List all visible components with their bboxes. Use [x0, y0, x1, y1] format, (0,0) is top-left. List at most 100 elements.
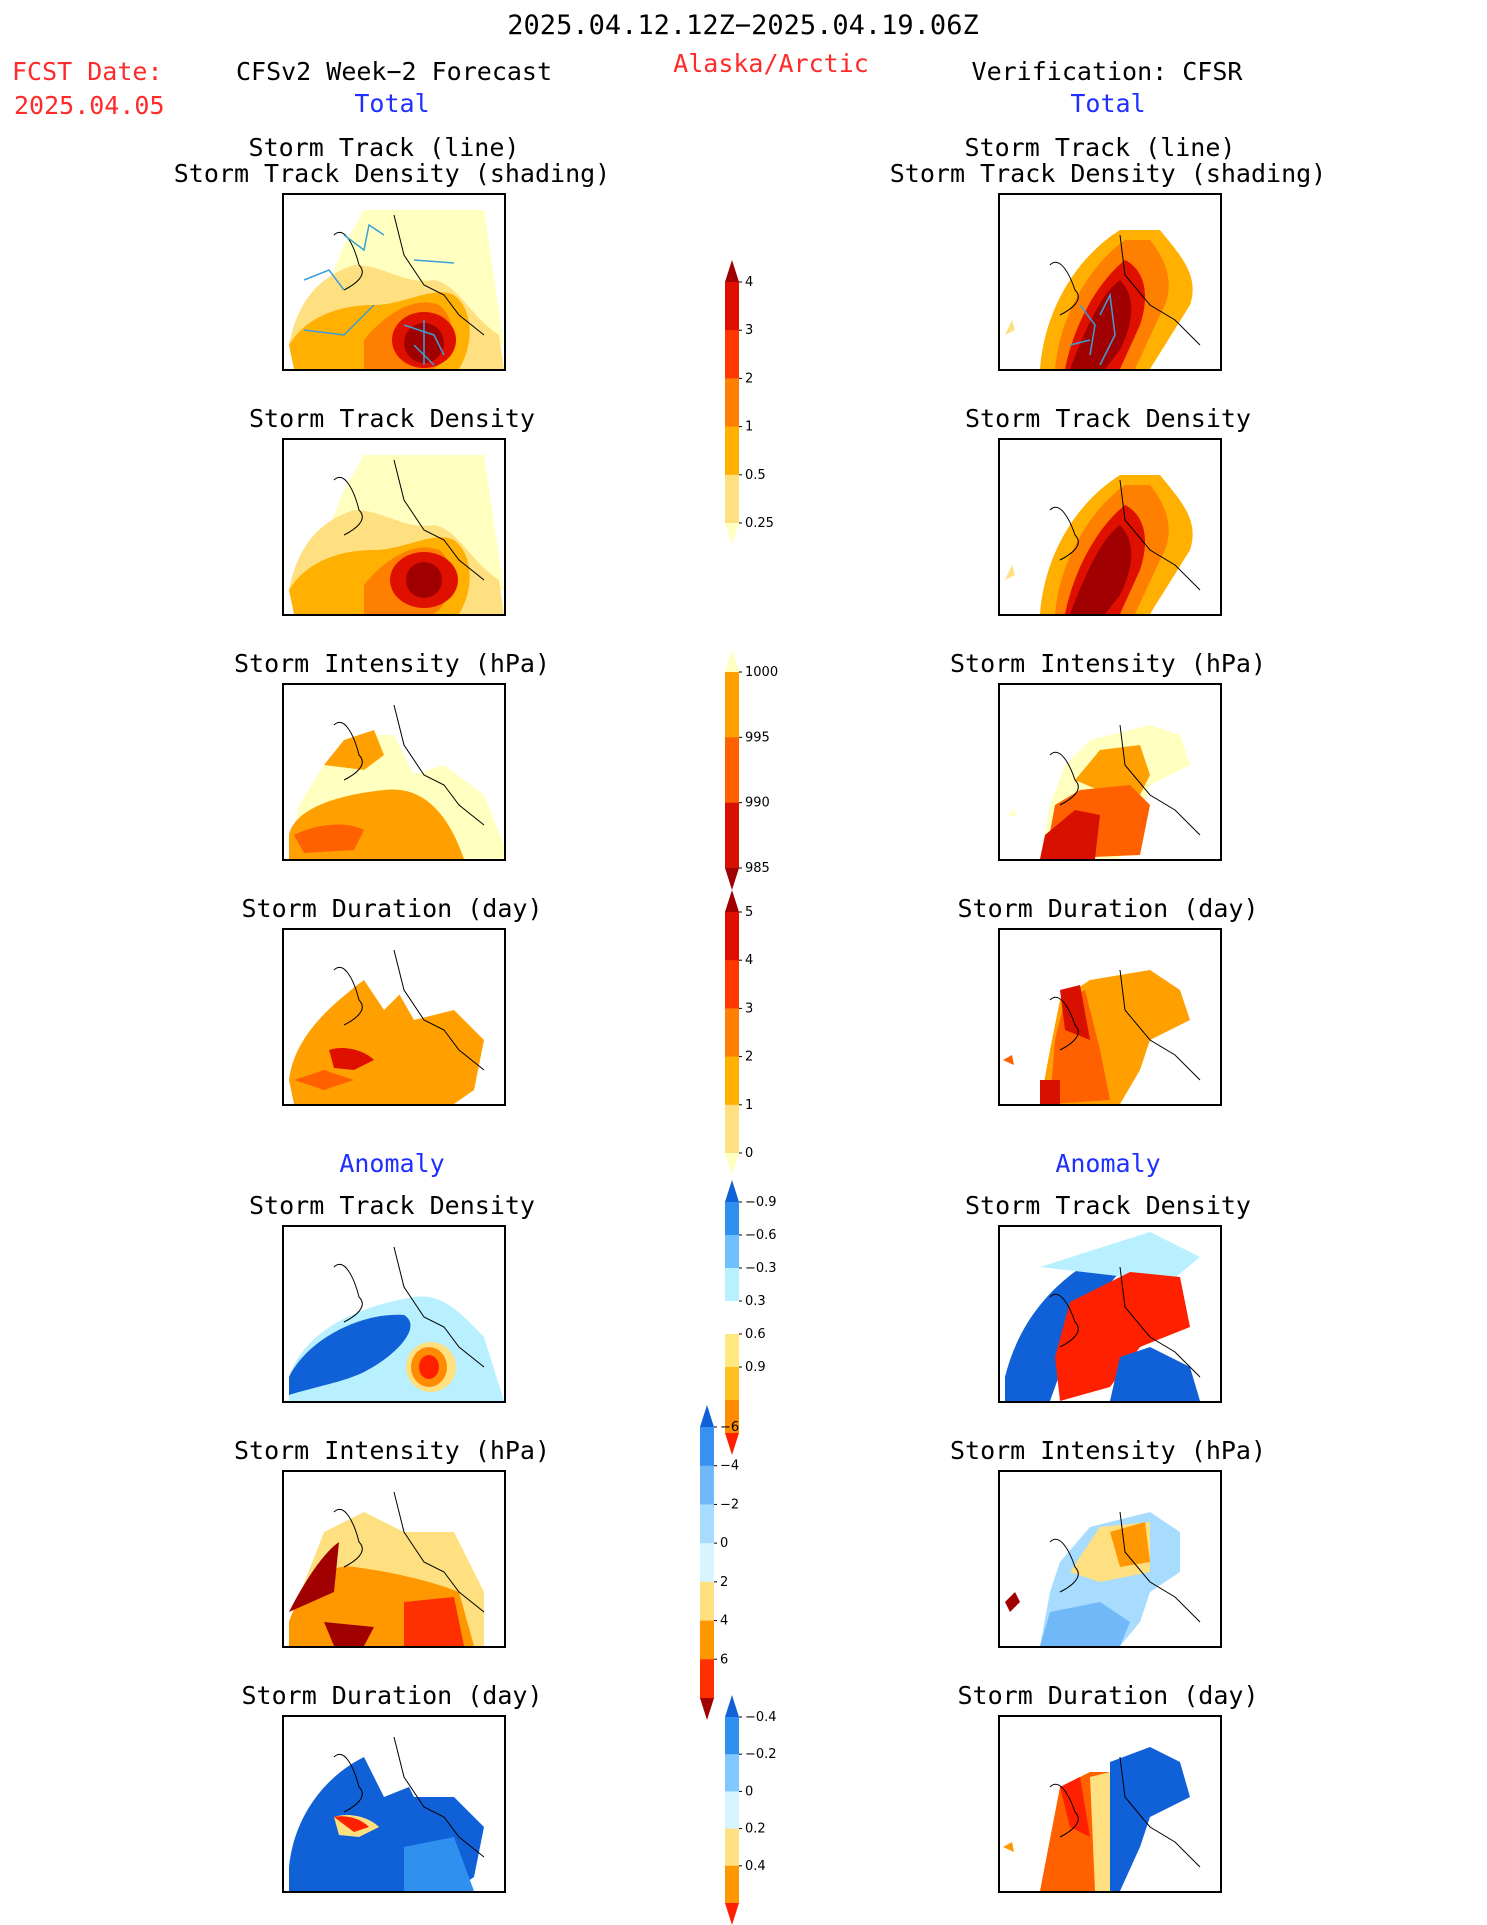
colorbar-top-arrow [700, 1405, 714, 1427]
fc-intensity-map [282, 683, 506, 861]
colorbar-top-arrow [725, 650, 739, 672]
colorbar-tick-label: 990 [745, 796, 770, 811]
colorbar-top-arrow [725, 1695, 739, 1717]
colorbar-segment [725, 737, 739, 804]
colorbar-segment [700, 1427, 714, 1467]
colorbar-tick-label: 0.3 [745, 1294, 766, 1309]
colorbar-bottom-arrow [725, 868, 739, 890]
vf-intensity-map [998, 683, 1222, 861]
fc-anom-duration-title: Storm Duration (day) [241, 1681, 543, 1710]
colorbar-tick-label: 6 [720, 1652, 728, 1667]
colorbar-tick-label: −4 [720, 1459, 739, 1474]
vf-anom-intensity-title: Storm Intensity (hPa) [949, 1436, 1267, 1465]
colorbar-segment [725, 1056, 739, 1106]
colorbar-tick-label: 0.2 [745, 1822, 766, 1837]
colorbar-segment [700, 1543, 714, 1583]
colorbar-tick-label: 0.6 [745, 1327, 766, 1342]
colorbar-top-arrow [725, 1180, 739, 1202]
colorbar-segment [725, 1104, 739, 1154]
colorbar-tick-label: 3 [745, 1001, 753, 1016]
colorbar-segment [700, 1581, 714, 1622]
colorbar-tick-label: 0.4 [745, 1859, 766, 1874]
colorbar-bottom-arrow [725, 1153, 739, 1175]
colorbar-segment [725, 1717, 739, 1755]
vf-density-title: Storm Track Density [965, 404, 1251, 433]
fc-anom-density-title: Storm Track Density [249, 1191, 535, 1220]
colorbar-tick-label: 0.25 [745, 516, 774, 531]
fc-track-shading-title: Storm Track Density (shading) [173, 159, 611, 188]
colorbar-top-arrow [725, 260, 739, 282]
colorbar-segment [725, 378, 739, 428]
colorbar-tick-label: −0.4 [745, 1710, 777, 1725]
colorbar-segment [725, 1367, 739, 1401]
vf-anom-density-title: Storm Track Density [965, 1191, 1251, 1220]
colorbar-segment [725, 1235, 739, 1269]
colorbar-bottom-arrow [700, 1698, 714, 1720]
colorbar-segment [725, 474, 739, 524]
colorbar-tick-label: 4 [720, 1614, 728, 1629]
colorbar-segment [700, 1465, 714, 1505]
fc-density-map [282, 438, 506, 616]
colorbar-tick-label: 5 [745, 905, 753, 920]
fc-anom-intensity-map [282, 1470, 506, 1648]
fc-track-map [282, 193, 506, 371]
colorbar-tick-label: −0.2 [745, 1747, 777, 1762]
colorbar-segment [725, 1268, 739, 1302]
vf-intensity-title: Storm Intensity (hPa) [949, 649, 1267, 678]
colorbar-bottom-arrow [725, 1903, 739, 1925]
fc-track-line-title: Storm Track (line) [248, 133, 520, 162]
vf-track-line-title: Storm Track (line) [964, 133, 1236, 162]
colorbar-segment [725, 1301, 739, 1335]
colorbar-tick-label: −2 [720, 1497, 739, 1512]
colorbar-anom-intensity: −6 −4 −2 0 2 4 6 [700, 1405, 739, 1720]
colorbar-tick-label: 0.5 [745, 468, 766, 483]
fc-density-title: Storm Track Density [249, 404, 535, 433]
vf-anom-density-map [998, 1225, 1222, 1403]
fcst-date-value: 2025.04.05 [14, 91, 165, 120]
colorbar-segment [725, 1754, 739, 1792]
colorbar-segment [725, 960, 739, 1009]
colorbar-segment [725, 1400, 739, 1434]
colorbar-tick-label: 1000 [745, 665, 778, 680]
vf-anom-duration-map [998, 1715, 1222, 1893]
colorbar-tick-label: 2 [745, 1050, 753, 1065]
fc-duration-title: Storm Duration (day) [241, 894, 543, 923]
verification-column-title: Verification: CFSR [971, 57, 1243, 86]
colorbar-tick-label: 2 [745, 371, 753, 386]
colorbar-tick-label: −0.6 [745, 1228, 777, 1243]
vf-duration-map [998, 928, 1222, 1106]
colorbar-tick-label: 2 [720, 1575, 728, 1590]
colorbar-bottom-arrow [725, 523, 739, 545]
colorbar-segment [725, 282, 739, 331]
vf-duration-title: Storm Duration (day) [957, 894, 1259, 923]
colorbar-total-density: 4 3 2 1 0.5 0.25 [725, 260, 774, 545]
colorbar-tick-label: −0.9 [745, 1195, 777, 1210]
verification-total-label: Total [1070, 89, 1146, 118]
forecast-total-label: Total [354, 89, 430, 118]
colorbar-tick-label: 985 [745, 861, 770, 876]
colorbar-tick-label: 3 [745, 323, 753, 338]
colorbar-tick-label: 0 [745, 1784, 753, 1799]
fc-duration-map [282, 928, 506, 1106]
colorbar-anom-density: −0.9 −0.6 −0.3 0.3 0.6 0.9 [725, 1180, 777, 1455]
region-label: Alaska/Arctic [673, 49, 869, 78]
colorbar-tick-label: −6 [720, 1420, 739, 1435]
date-range-title: 2025.04.12.12Z−2025.04.19.06Z [507, 10, 979, 41]
fc-anom-intensity-title: Storm Intensity (hPa) [233, 1436, 551, 1465]
forecast-column-title: CFSv2 Week−2 Forecast [235, 57, 553, 86]
colorbar-segment [725, 672, 739, 738]
colorbar-tick-label: 4 [745, 953, 753, 968]
fc-anom-density-map [282, 1225, 506, 1403]
colorbar-segment [725, 802, 739, 869]
fcst-date-label: FCST Date: [12, 57, 163, 86]
colorbar-segment [725, 1791, 739, 1830]
colorbar-top-arrow [725, 890, 739, 912]
fc-anomaly-label: Anomaly [339, 1149, 445, 1178]
colorbar-segment [700, 1659, 714, 1699]
colorbar-segment [725, 1202, 739, 1236]
colorbar-total-duration: 5 4 3 2 1 0 [725, 890, 753, 1175]
vf-density-map [998, 438, 1222, 616]
colorbar-segment [725, 1865, 739, 1904]
colorbar-bottom-arrow [725, 1433, 739, 1455]
colorbar-segment [725, 1828, 739, 1867]
